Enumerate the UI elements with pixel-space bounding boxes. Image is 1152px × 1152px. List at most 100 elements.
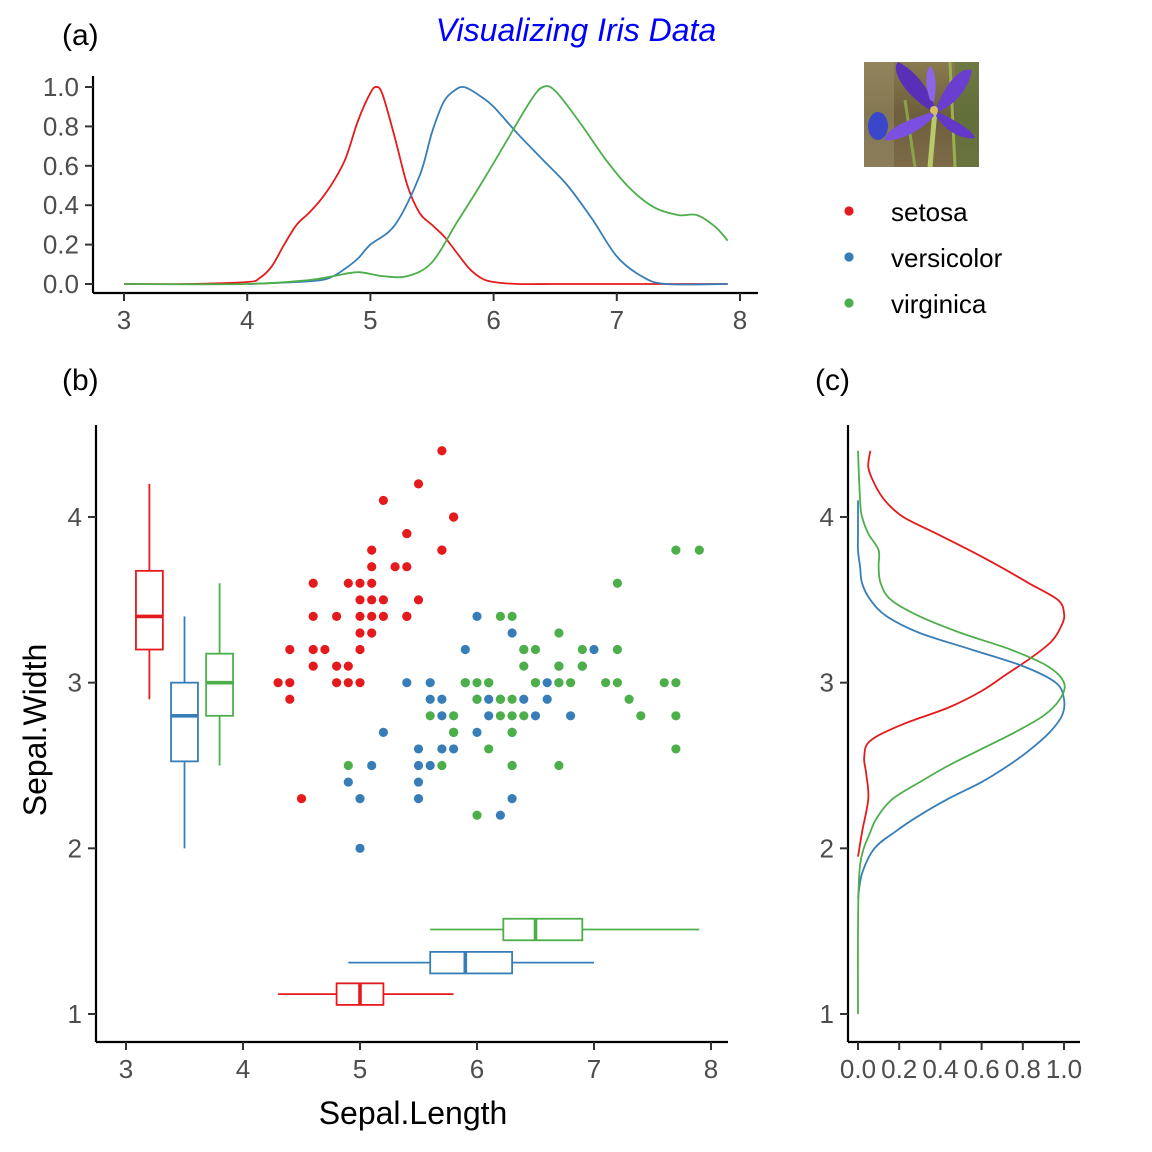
x-tick-label: 4 bbox=[240, 305, 254, 335]
point-virginica bbox=[519, 644, 529, 655]
x-tick-label: 5 bbox=[353, 1054, 367, 1084]
point-setosa bbox=[437, 446, 447, 456]
point-versicolor bbox=[378, 727, 388, 737]
density-line-virginica bbox=[856, 450, 1066, 1015]
point-setosa bbox=[343, 678, 353, 688]
point-versicolor bbox=[355, 794, 365, 804]
point-virginica bbox=[624, 694, 634, 704]
point-setosa bbox=[285, 694, 295, 704]
point-versicolor bbox=[413, 794, 424, 804]
point-virginica bbox=[612, 578, 623, 588]
point-setosa bbox=[367, 628, 377, 638]
point-virginica bbox=[449, 711, 459, 721]
point-setosa bbox=[449, 512, 459, 522]
point-virginica bbox=[437, 760, 447, 771]
point-setosa bbox=[308, 578, 318, 588]
x-tick-label: 5 bbox=[363, 305, 377, 335]
legend-label-virginica: virginica bbox=[891, 289, 987, 319]
point-setosa bbox=[402, 611, 412, 622]
point-virginica bbox=[507, 694, 517, 704]
point-setosa bbox=[332, 611, 342, 622]
boxplot-x-setosa bbox=[278, 982, 454, 1006]
point-setosa bbox=[308, 661, 318, 671]
point-setosa bbox=[285, 678, 295, 688]
point-virginica bbox=[495, 711, 505, 721]
point-setosa bbox=[367, 611, 377, 622]
legend-label-setosa: setosa bbox=[891, 197, 968, 227]
point-setosa bbox=[355, 644, 365, 655]
legend-item-setosa: setosa bbox=[844, 197, 968, 227]
point-virginica bbox=[425, 711, 435, 721]
x-tick-label: 7 bbox=[587, 1054, 601, 1084]
point-versicolor bbox=[437, 744, 447, 754]
panel-label-c: (c) bbox=[815, 364, 850, 397]
point-virginica bbox=[472, 810, 482, 820]
x-tick-label: 3 bbox=[119, 1054, 133, 1084]
point-setosa bbox=[332, 661, 342, 671]
point-virginica bbox=[472, 694, 482, 704]
scatter-panel-b: 3 4 5 6 7 8 1 2 3 4 bbox=[68, 425, 728, 1084]
point-virginica bbox=[343, 760, 353, 771]
y-tick-label: 1.0 bbox=[43, 72, 79, 102]
x-tick-label: 0.4 bbox=[922, 1054, 958, 1084]
y-tick-label: 2 bbox=[820, 833, 834, 863]
point-virginica bbox=[554, 760, 564, 771]
point-virginica bbox=[554, 678, 564, 688]
point-virginica bbox=[612, 644, 623, 655]
point-virginica bbox=[507, 711, 517, 721]
legend: setosa versicolor virginica bbox=[844, 197, 1003, 319]
x-tick-label: 4 bbox=[236, 1054, 250, 1084]
panel-label-b: (b) bbox=[62, 364, 99, 397]
point-virginica bbox=[530, 678, 541, 688]
figure-title: Visualizing Iris Data bbox=[436, 12, 716, 48]
y-tick-label: 0.0 bbox=[43, 269, 79, 299]
point-setosa bbox=[367, 578, 377, 588]
density-panel-c: 0.0 0.2 0.4 0.6 0.8 1.0 1 2 3 4 bbox=[820, 425, 1082, 1084]
point-versicolor bbox=[402, 678, 412, 688]
point-setosa bbox=[413, 479, 424, 489]
y-tick-label: 4 bbox=[820, 502, 834, 532]
x-tick-label: 8 bbox=[733, 305, 747, 335]
box bbox=[135, 569, 164, 651]
point-virginica bbox=[495, 694, 505, 704]
point-virginica bbox=[554, 661, 564, 671]
y-tick-label: 0.8 bbox=[43, 111, 79, 141]
panel-label-a: (a) bbox=[62, 19, 99, 52]
point-setosa bbox=[308, 611, 318, 622]
point-versicolor bbox=[425, 760, 435, 771]
point-versicolor bbox=[484, 694, 494, 704]
point-setosa bbox=[390, 562, 400, 572]
x-tick-label: 3 bbox=[117, 305, 131, 335]
point-virginica bbox=[460, 678, 470, 688]
point-virginica bbox=[577, 661, 587, 671]
legend-swatch-virginica bbox=[844, 298, 854, 308]
point-versicolor bbox=[413, 777, 424, 787]
legend-swatch-setosa bbox=[844, 206, 854, 216]
point-setosa bbox=[308, 644, 318, 655]
point-virginica bbox=[519, 711, 529, 721]
point-setosa bbox=[367, 562, 377, 572]
point-virginica bbox=[507, 760, 517, 771]
box bbox=[429, 950, 514, 975]
y-tick-label: 0.6 bbox=[43, 151, 79, 181]
legend-item-versicolor: versicolor bbox=[844, 243, 1003, 273]
point-versicolor bbox=[472, 611, 482, 622]
point-virginica bbox=[694, 545, 704, 555]
point-setosa bbox=[285, 644, 295, 655]
point-versicolor bbox=[413, 744, 424, 754]
x-axis-title: Sepal.Length bbox=[319, 1095, 508, 1131]
point-setosa bbox=[343, 661, 353, 671]
point-virginica bbox=[601, 678, 611, 688]
point-setosa bbox=[402, 562, 412, 572]
density-line-versicolor bbox=[247, 86, 728, 286]
point-virginica bbox=[449, 727, 459, 737]
y-tick-label: 0.2 bbox=[43, 230, 79, 260]
x-tick-label: 7 bbox=[610, 305, 624, 335]
point-setosa bbox=[355, 611, 365, 622]
y-tick-label: 3 bbox=[820, 668, 834, 698]
point-versicolor bbox=[507, 628, 517, 638]
point-versicolor bbox=[542, 694, 552, 704]
point-setosa bbox=[413, 595, 424, 605]
point-versicolor bbox=[413, 760, 424, 771]
point-virginica bbox=[671, 545, 681, 555]
